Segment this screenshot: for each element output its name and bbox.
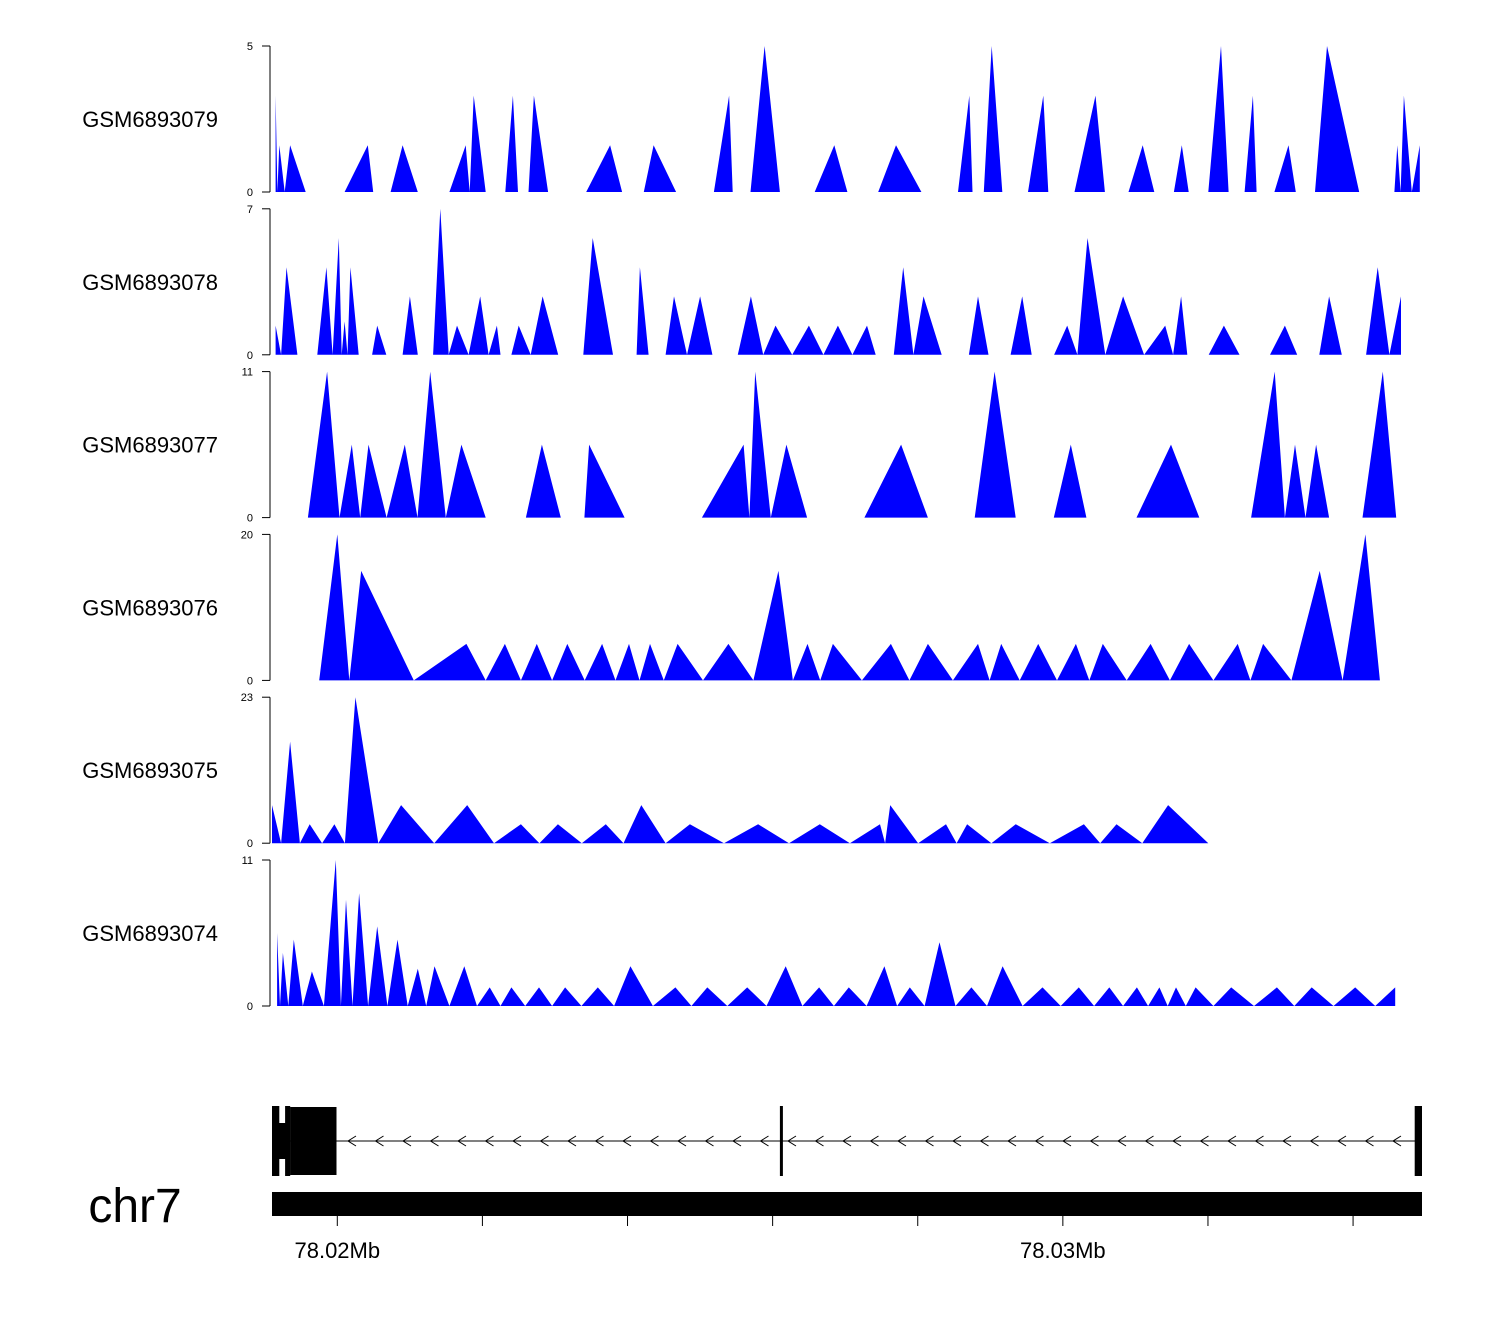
y-tick-label-max: 11 bbox=[242, 855, 253, 867]
track-label: GSM6893075 bbox=[82, 758, 218, 783]
exon-utr bbox=[272, 1123, 288, 1159]
strand-arrow bbox=[512, 1135, 522, 1147]
y-tick-label-max: 7 bbox=[247, 204, 253, 216]
coverage-area bbox=[275, 46, 1420, 192]
track-GSM6893079: GSM6893079 5 0 bbox=[82, 41, 1420, 199]
chromosome-bar bbox=[272, 1192, 1422, 1216]
strand-arrow bbox=[1282, 1135, 1292, 1147]
strand-arrow bbox=[924, 1135, 934, 1147]
strand-arrow bbox=[567, 1135, 577, 1147]
strand-arrow bbox=[952, 1135, 962, 1147]
strand-arrow bbox=[979, 1135, 989, 1147]
strand-arrow bbox=[1364, 1135, 1374, 1147]
strand-arrow bbox=[704, 1135, 714, 1147]
strand-arrow bbox=[1227, 1135, 1237, 1147]
strand-arrow bbox=[622, 1135, 632, 1147]
exon bbox=[290, 1107, 337, 1175]
gene-model-track bbox=[272, 1106, 1422, 1176]
y-tick-label-min: 0 bbox=[247, 675, 253, 687]
strand-arrow bbox=[457, 1135, 467, 1147]
coverage-area bbox=[301, 534, 1395, 681]
strand-arrow bbox=[787, 1135, 797, 1147]
strand-arrow bbox=[1089, 1135, 1099, 1147]
y-tick-label-min: 0 bbox=[247, 1001, 253, 1013]
track-label: GSM6893077 bbox=[82, 433, 218, 458]
y-tick-label-max: 20 bbox=[241, 529, 253, 541]
strand-arrow bbox=[374, 1135, 384, 1147]
y-tick-label-max: 23 bbox=[241, 692, 253, 704]
strand-arrow bbox=[1337, 1135, 1347, 1147]
strand-arrow bbox=[814, 1135, 824, 1147]
y-tick-label-max: 11 bbox=[242, 367, 253, 379]
y-tick-label-max: 5 bbox=[247, 41, 253, 53]
strand-arrow bbox=[429, 1135, 439, 1147]
strand-arrow bbox=[1254, 1135, 1264, 1147]
y-tick-label-min: 0 bbox=[247, 838, 253, 850]
track-GSM6893076: GSM6893076 20 0 bbox=[82, 529, 1395, 687]
strand-arrow bbox=[649, 1135, 659, 1147]
strand-arrow bbox=[1199, 1135, 1209, 1147]
strand-arrow bbox=[484, 1135, 494, 1147]
genome-axis: chr7 78.02Mb 78.03Mb bbox=[88, 1180, 1422, 1263]
strand-arrow bbox=[897, 1135, 907, 1147]
track-label: GSM6893078 bbox=[82, 270, 218, 295]
track-label: GSM6893074 bbox=[82, 921, 218, 946]
coverage-tracks: GSM689307950GSM689307870GSM6893077110GSM… bbox=[82, 41, 1420, 1013]
strand-arrow bbox=[402, 1135, 412, 1147]
track-GSM6893078: GSM6893078 7 0 bbox=[82, 204, 1402, 362]
strand-arrow bbox=[1144, 1135, 1154, 1147]
exon bbox=[779, 1106, 783, 1176]
strand-arrow bbox=[1062, 1135, 1072, 1147]
x-tick-label: 78.02Mb bbox=[294, 1238, 380, 1263]
track-GSM6893074: GSM6893074 11 0 bbox=[82, 855, 1396, 1013]
strand-arrow bbox=[594, 1135, 604, 1147]
strand-arrow bbox=[1007, 1135, 1017, 1147]
exon bbox=[1414, 1106, 1422, 1176]
chromosome-label: chr7 bbox=[88, 1180, 181, 1233]
strand-arrow bbox=[1309, 1135, 1319, 1147]
strand-arrow bbox=[1117, 1135, 1127, 1147]
x-tick-label: 78.03Mb bbox=[1020, 1238, 1106, 1263]
track-GSM6893077: GSM6893077 11 0 bbox=[82, 367, 1410, 525]
strand-arrow bbox=[869, 1135, 879, 1147]
track-label: GSM6893076 bbox=[82, 595, 218, 620]
strand-arrow bbox=[677, 1135, 687, 1147]
track-GSM6893075: GSM6893075 23 0 bbox=[82, 692, 1249, 850]
strand-arrow bbox=[1172, 1135, 1182, 1147]
strand-arrow bbox=[1392, 1135, 1402, 1147]
track-label: GSM6893079 bbox=[82, 107, 218, 132]
strand-arrow bbox=[347, 1135, 357, 1147]
strand-arrow bbox=[1034, 1135, 1044, 1147]
strand-arrow bbox=[759, 1135, 769, 1147]
coverage-area bbox=[277, 860, 1396, 1006]
y-tick-label-min: 0 bbox=[247, 187, 253, 199]
strand-arrow bbox=[732, 1135, 742, 1147]
coverage-area bbox=[275, 208, 1402, 355]
strand-arrow bbox=[842, 1135, 852, 1147]
y-tick-label-min: 0 bbox=[247, 350, 253, 362]
coverage-area bbox=[272, 697, 1249, 844]
y-tick-label-min: 0 bbox=[247, 513, 253, 525]
coverage-area bbox=[288, 371, 1410, 518]
strand-arrow bbox=[539, 1135, 549, 1147]
